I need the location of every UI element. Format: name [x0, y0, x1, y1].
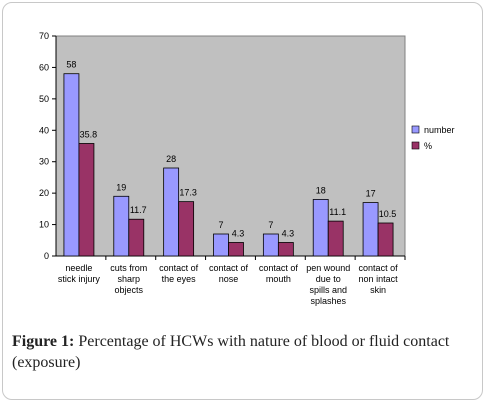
bar-number — [113, 195, 130, 257]
x-category-label: spills and — [309, 285, 347, 295]
bar-number — [63, 73, 80, 257]
legend-swatch — [411, 141, 420, 150]
bar-percent — [178, 201, 195, 257]
x-category-label: splashes — [310, 296, 346, 306]
x-category-label: the eyes — [162, 274, 197, 284]
figure-caption: Figure 1: Percentage of HCWs with nature… — [12, 331, 482, 373]
y-tick-label: 30 — [39, 157, 49, 167]
x-category-label: skin — [370, 285, 386, 295]
x-category-label: due to — [316, 274, 341, 284]
caption-label: Figure 1: — [12, 333, 75, 350]
bar-number — [163, 167, 180, 257]
y-tick-label: 60 — [39, 62, 49, 72]
x-category-label: contact of — [259, 263, 299, 273]
data-label: 11.1 — [329, 207, 346, 217]
data-label: 17.3 — [179, 188, 197, 198]
bar-number — [213, 233, 229, 257]
data-label: 4.3 — [282, 228, 295, 238]
x-category-label: contact of — [159, 263, 199, 273]
x-category-label: contact of — [359, 263, 399, 273]
data-label: 11.7 — [130, 205, 147, 215]
y-tick-label: 0 — [44, 251, 49, 261]
x-category-label: contact of — [209, 263, 249, 273]
x-category-label: pen wound — [306, 263, 350, 273]
bar-percent — [277, 242, 294, 257]
bar-number — [362, 202, 379, 257]
data-label: 7 — [268, 220, 273, 230]
caption-text: Percentage of HCWs with nature of blood … — [12, 333, 450, 371]
data-label: 17 — [366, 189, 376, 199]
y-tick-label: 70 — [39, 31, 49, 41]
x-category-label: cuts from — [110, 263, 147, 273]
x-category-label: sharp — [118, 274, 141, 284]
bar-percent — [228, 242, 244, 257]
y-tick-label: 40 — [39, 125, 49, 135]
y-tick-label: 10 — [39, 220, 49, 230]
legend-label: number — [424, 125, 455, 135]
data-label: 10.5 — [379, 209, 397, 219]
bar-percent — [78, 143, 95, 257]
y-tick-label: 20 — [39, 188, 49, 198]
legend-label: % — [424, 141, 432, 151]
data-label: 35.8 — [80, 129, 98, 139]
data-label: 28 — [166, 154, 176, 164]
plot-area — [55, 35, 406, 257]
data-label: 58 — [66, 60, 76, 70]
x-category-label: stick injury — [58, 274, 101, 284]
bar-number — [262, 233, 279, 257]
bar-percent — [327, 220, 344, 257]
x-category-label: nose — [219, 274, 239, 284]
bar-percent — [128, 218, 145, 257]
x-category-label: objects — [115, 285, 144, 295]
data-label: 19 — [116, 182, 126, 192]
bar-number — [312, 199, 329, 257]
data-label: 4.3 — [232, 228, 245, 238]
bar-percent — [377, 222, 394, 257]
data-label: 18 — [316, 185, 326, 195]
legend-swatch — [411, 125, 420, 134]
x-category-label: mouth — [266, 274, 291, 284]
x-category-label: needle — [65, 263, 92, 273]
data-label: 7 — [218, 220, 223, 230]
x-category-label: non intact — [359, 274, 399, 284]
y-tick-label: 50 — [39, 94, 49, 104]
